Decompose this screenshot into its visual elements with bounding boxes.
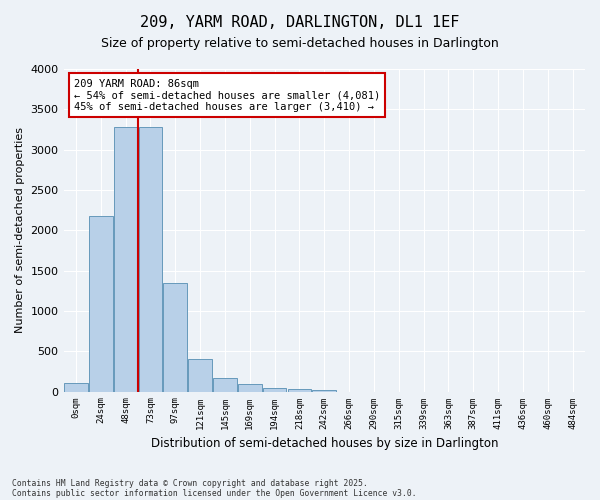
- Bar: [263, 388, 286, 392]
- Bar: [114, 127, 137, 392]
- Text: 209, YARM ROAD, DARLINGTON, DL1 1EF: 209, YARM ROAD, DARLINGTON, DL1 1EF: [140, 15, 460, 30]
- Text: Contains HM Land Registry data © Crown copyright and database right 2025.: Contains HM Land Registry data © Crown c…: [12, 478, 368, 488]
- Bar: [213, 378, 237, 392]
- Bar: [89, 216, 113, 392]
- Text: 209 YARM ROAD: 86sqm
← 54% of semi-detached houses are smaller (4,081)
45% of se: 209 YARM ROAD: 86sqm ← 54% of semi-detac…: [74, 78, 380, 112]
- Bar: [188, 360, 212, 392]
- Bar: [287, 389, 311, 392]
- Bar: [139, 127, 162, 392]
- X-axis label: Distribution of semi-detached houses by size in Darlington: Distribution of semi-detached houses by …: [151, 437, 498, 450]
- Text: Size of property relative to semi-detached houses in Darlington: Size of property relative to semi-detach…: [101, 38, 499, 51]
- Bar: [163, 284, 187, 392]
- Y-axis label: Number of semi-detached properties: Number of semi-detached properties: [15, 128, 25, 334]
- Text: Contains public sector information licensed under the Open Government Licence v3: Contains public sector information licen…: [12, 488, 416, 498]
- Bar: [64, 382, 88, 392]
- Bar: [313, 390, 336, 392]
- Bar: [238, 384, 262, 392]
